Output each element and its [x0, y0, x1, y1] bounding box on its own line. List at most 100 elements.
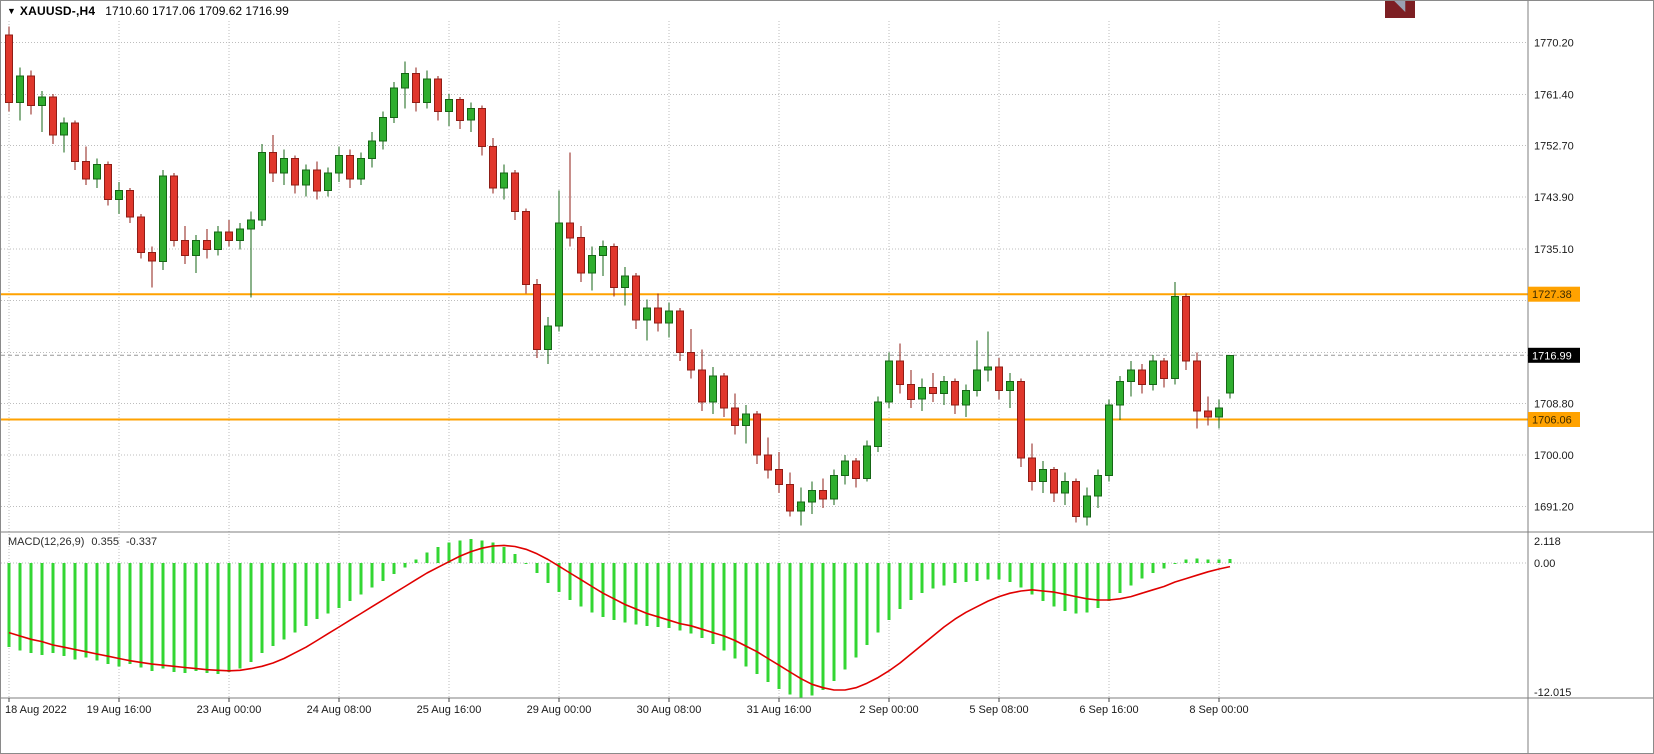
candle-body [5, 34, 13, 104]
macd-histogram-bar [931, 562, 935, 589]
macd-histogram-bar [29, 562, 33, 653]
candle-body [599, 246, 607, 256]
time-axis-label[interactable]: 6 Sep 16:00 [1079, 704, 1138, 716]
candle-body [819, 489, 827, 500]
time-axis-label[interactable]: 18 Aug 2022 [5, 704, 67, 716]
macd-histogram-bar [161, 562, 165, 669]
time-axis-label[interactable]: 29 Aug 00:00 [527, 704, 592, 716]
macd-histogram-bar [1206, 559, 1210, 563]
candle-body [115, 190, 123, 200]
macd-histogram-bar [194, 562, 198, 671]
macd-histogram-bar [678, 562, 682, 631]
price-axis-label: 1691.20 [1534, 502, 1574, 514]
candle-body [566, 222, 574, 239]
time-axis-label[interactable]: 19 Aug 16:00 [87, 704, 152, 716]
candle-body [291, 157, 299, 186]
macd-histogram-bar [1162, 562, 1166, 569]
time-axis-label[interactable]: 23 Aug 00:00 [197, 704, 262, 716]
macd-histogram-bar [1151, 562, 1155, 573]
candle-body [225, 231, 233, 242]
macd-histogram-bar [392, 562, 396, 575]
macd-histogram-bar [612, 562, 616, 621]
macd-histogram-bar [326, 562, 330, 614]
time-axis-label[interactable]: 8 Sep 00:00 [1189, 704, 1248, 716]
hline-price-tag [1528, 412, 1580, 427]
candle-body [379, 116, 387, 142]
macd-axis-min-label: -12.015 [1534, 687, 1571, 699]
candle-body [159, 175, 167, 262]
candle-body [357, 157, 365, 180]
macd-histogram-bar [590, 562, 594, 613]
candle-body [687, 351, 695, 371]
macd-histogram-bar [568, 562, 572, 600]
macd-histogram-bar [139, 562, 143, 668]
symbol-timeframe: XAUUSD-,H4 [19, 4, 96, 18]
candle-body [467, 108, 475, 121]
macd-histogram-bar [656, 562, 660, 627]
macd-histogram-bar [282, 562, 286, 640]
macd-histogram-bar [1096, 562, 1100, 608]
macd-histogram-bar [821, 562, 825, 690]
candle-body [1160, 360, 1168, 380]
candle-body [962, 389, 970, 406]
macd-histogram-bar [414, 559, 418, 563]
macd-histogram-bar [1140, 562, 1144, 579]
time-axis-label[interactable]: 25 Aug 16:00 [417, 704, 482, 716]
macd-histogram-bar [535, 562, 539, 573]
macd-histogram-bar [546, 562, 550, 584]
macd-histogram-bar [62, 562, 66, 657]
macd-histogram-bar [909, 562, 913, 600]
macd-histogram-bar [898, 562, 902, 609]
candle-body [885, 360, 893, 403]
macd-histogram-bar [942, 562, 946, 586]
macd-histogram-bar [975, 562, 979, 581]
macd-histogram-bar [601, 562, 605, 617]
macd-histogram-bar [810, 562, 814, 696]
candle-body [731, 407, 739, 427]
time-axis-label[interactable]: 30 Aug 08:00 [637, 704, 702, 716]
candle-body [951, 381, 959, 406]
candle-body [1006, 381, 1014, 391]
time-axis-label[interactable]: 24 Aug 08:00 [307, 704, 372, 716]
candle-body [1149, 360, 1157, 386]
macd-histogram-bar [1030, 562, 1034, 595]
macd-value: 0.355 [91, 536, 119, 548]
candle-body [82, 160, 90, 180]
macd-histogram-bar [997, 562, 1001, 580]
chart-shift-marker-icon[interactable]: ◥ [1393, 0, 1406, 14]
macd-histogram-bar [502, 547, 506, 563]
candle-body [214, 231, 222, 250]
price-axis-label: 1743.90 [1534, 192, 1574, 204]
macd-histogram-bar [1129, 562, 1133, 586]
candle-body [324, 172, 332, 192]
macd-histogram-bar [1184, 559, 1188, 563]
macd-histogram-bar [260, 562, 264, 653]
macd-histogram-bar [1085, 562, 1089, 613]
candle-body [665, 310, 673, 324]
candle-body [1039, 469, 1047, 482]
time-axis-label[interactable]: 5 Sep 08:00 [969, 704, 1028, 716]
candle-body [632, 275, 640, 321]
candle-body [808, 489, 816, 503]
macd-histogram-bar [1118, 562, 1122, 594]
macd-histogram-bar [458, 540, 462, 563]
macd-histogram-bar [436, 547, 440, 563]
candle-body [797, 501, 805, 512]
macd-histogram-bar [304, 562, 308, 626]
macd-histogram-bar [491, 542, 495, 563]
price-axis-label: 1708.80 [1534, 398, 1574, 410]
time-axis-label[interactable]: 2 Sep 00:00 [859, 704, 918, 716]
candle-body [258, 152, 266, 221]
candle-body [698, 369, 706, 403]
candle-body [445, 99, 453, 112]
macd-histogram-bar [557, 562, 561, 593]
macd-histogram-bar [964, 562, 968, 582]
candle-body [368, 140, 376, 159]
candle-body [1171, 296, 1179, 380]
time-axis-label[interactable]: 31 Aug 16:00 [747, 704, 812, 716]
macd-histogram-bar [733, 562, 737, 659]
candle-body [676, 310, 684, 353]
candle-body [401, 72, 409, 89]
candle-body [1127, 369, 1135, 383]
